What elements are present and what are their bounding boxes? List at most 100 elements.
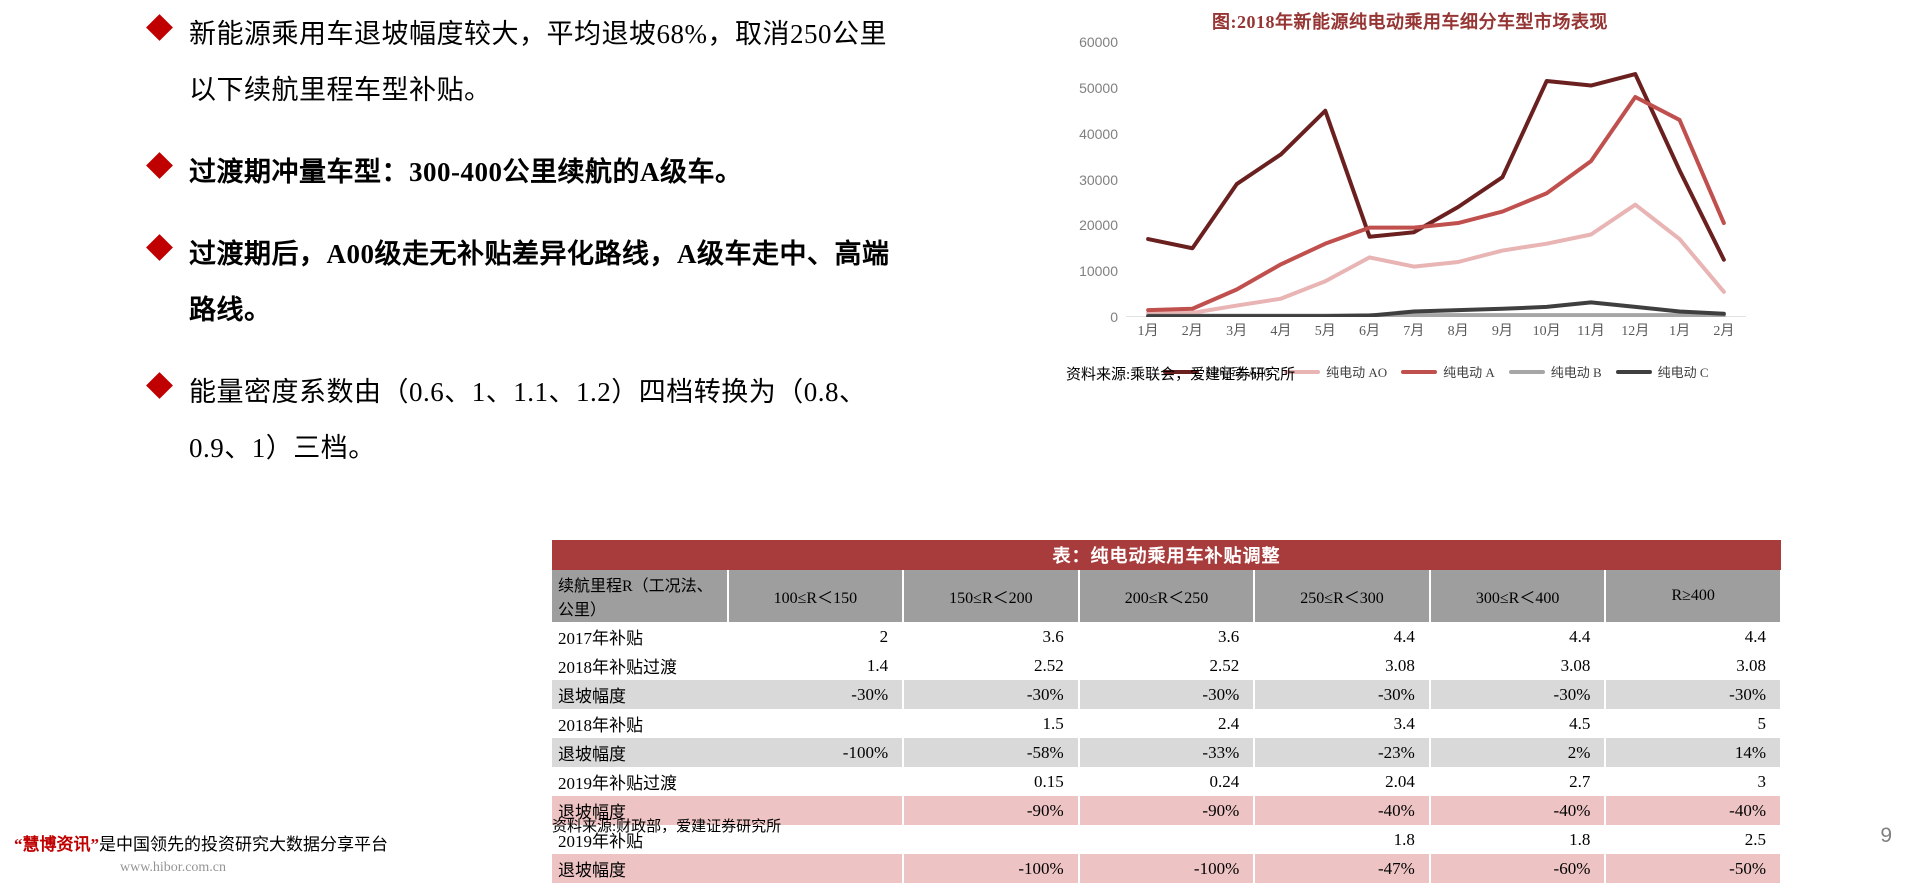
diamond-bullet-icon bbox=[146, 234, 173, 261]
legend-label: 纯电动 B bbox=[1550, 365, 1602, 380]
diamond-bullet-icon bbox=[146, 14, 173, 41]
table-cell bbox=[727, 825, 905, 854]
bullet-list: 新能源乘用车退坡幅度较大，平均退坡68%，取消250公里以下续航里程车型补贴。 … bbox=[146, 6, 890, 502]
list-item: 新能源乘用车退坡幅度较大，平均退坡68%，取消250公里以下续航里程车型补贴。 bbox=[146, 6, 890, 118]
y-axis-tick: 20000 bbox=[1079, 217, 1118, 234]
table-cell: 3 bbox=[1605, 767, 1782, 796]
table-cell: 2.5 bbox=[1605, 825, 1782, 854]
table-cell: -100% bbox=[903, 854, 1080, 883]
x-axis-tick: 1月 bbox=[1137, 324, 1159, 339]
table-column-header: 150≤R＜200 bbox=[903, 570, 1080, 622]
table-cell: -40% bbox=[1429, 796, 1607, 825]
bullet-text: 能量密度系数由（0.6、1、1.1、1.2）四档转换为（0.8、0.9、1）三档… bbox=[189, 377, 867, 463]
table-cell: -30% bbox=[1429, 680, 1607, 709]
x-axis-tick: 3月 bbox=[1226, 324, 1248, 339]
table-row: 退坡幅度 -30% -30% -30% -30% -30% -30% bbox=[552, 680, 1782, 709]
table-cell bbox=[727, 767, 905, 796]
x-axis-labels: 1月 2月 3月 4月 5月 6月 7月 8月 9月 10月 11月 12月 1月 2月 bbox=[1126, 320, 1746, 340]
legend-label: 纯电动 A00 bbox=[1205, 365, 1271, 380]
bullet-text: 新能源乘用车退坡幅度较大，平均退坡68%，取消250公里以下续航里程车型补贴。 bbox=[189, 19, 887, 105]
chart-series-line bbox=[1146, 72, 1726, 262]
x-axis-tick: 7月 bbox=[1403, 324, 1425, 339]
legend-item[interactable]: 纯电动 B bbox=[1508, 362, 1602, 381]
chart-lines bbox=[1126, 72, 1746, 317]
table-cell: 3.6 bbox=[1078, 622, 1256, 651]
table-cell: 1.4 bbox=[727, 651, 905, 680]
table-cell: 2.52 bbox=[1078, 651, 1256, 680]
table-cell: 4.4 bbox=[1254, 622, 1431, 651]
table-cell: 2.52 bbox=[903, 651, 1080, 680]
y-axis-tick: 60000 bbox=[1079, 34, 1118, 50]
legend-label: 纯电动 AO bbox=[1326, 365, 1388, 380]
legend-item[interactable]: 纯电动 A bbox=[1401, 362, 1495, 381]
table-cell: -30% bbox=[903, 680, 1080, 709]
chart-source-note: 资料来源:乘联会，爱建证券研究所 bbox=[1066, 367, 1296, 383]
table-cell: 2.7 bbox=[1429, 767, 1607, 796]
table-cell: -58% bbox=[903, 738, 1080, 767]
table-row-label: 2018年补贴 bbox=[552, 709, 728, 738]
x-axis-tick: 6月 bbox=[1358, 324, 1380, 339]
chart-panel: 图:2018年新能源纯电动乘用车细分车型市场表现 0 10000 20000 3000… bbox=[1060, 8, 1760, 518]
diamond-bullet-icon bbox=[146, 152, 173, 179]
x-axis-tick: 11月 bbox=[1577, 324, 1605, 339]
table-column-header: 200≤R＜250 bbox=[1078, 570, 1256, 622]
x-axis-tick: 8月 bbox=[1447, 324, 1469, 339]
footer-website: www.hibor.com.cn bbox=[120, 860, 227, 875]
footer-brand-name: “慧博资讯” bbox=[14, 835, 99, 854]
table-header-rowlabel: 续航里程R（工况法、公里） bbox=[552, 570, 729, 622]
table-row: 退坡幅度 -100% -58% -33% -23% 2% 14% bbox=[552, 738, 1782, 767]
x-axis-tick: 5月 bbox=[1314, 324, 1336, 339]
table-row: 2017年补贴 2 3.6 3.6 4.4 4.4 4.4 bbox=[552, 622, 1782, 651]
x-axis-tick: 10月 bbox=[1532, 324, 1561, 339]
subsidy-table: 表：纯电动乘用车补贴调整 续航里程R（工况法、公里） 100≤R＜150 150≤R… bbox=[552, 540, 1782, 883]
table-cell: -100% bbox=[727, 738, 905, 767]
x-axis-tick: 9月 bbox=[1491, 324, 1513, 339]
table-row-label: 2017年补贴 bbox=[552, 622, 728, 651]
table-cell: 1.5 bbox=[903, 709, 1080, 738]
table-cell: 0.15 bbox=[903, 767, 1080, 796]
list-item: 过渡期后，A00级走无补贴差异化路线，A级车走中、高端路线。 bbox=[146, 226, 890, 338]
table-cell: -23% bbox=[1254, 738, 1431, 767]
table-cell: -30% bbox=[1605, 680, 1782, 709]
chart-title: 图:2018年新能源纯电动乘用车细分车型市场表现 bbox=[1212, 12, 1608, 32]
legend-swatch bbox=[1615, 369, 1652, 374]
table-cell: -90% bbox=[1078, 796, 1256, 825]
table-source-note: 资料来源:财政部，爱建证券研究所 bbox=[552, 819, 782, 835]
table-cell bbox=[1078, 825, 1256, 854]
page-number: 9 bbox=[1880, 824, 1892, 847]
table-cell: -30% bbox=[1078, 680, 1256, 709]
diamond-bullet-icon bbox=[146, 372, 173, 399]
table-cell: 3.08 bbox=[1429, 651, 1607, 680]
table-cell: 3.6 bbox=[903, 622, 1080, 651]
y-axis-labels: 0 10000 20000 30000 40000 50000 60000 bbox=[1060, 34, 1122, 325]
x-axis-tick: 4月 bbox=[1270, 324, 1292, 339]
list-item: 过渡期冲量车型：300-400公里续航的A级车。 bbox=[146, 144, 890, 200]
chart-plot-area: 0 10000 20000 30000 40000 50000 60000 1月 2月 3月 4月… bbox=[1060, 34, 1750, 380]
table-row: 2018年补贴过渡 1.4 2.52 2.52 3.08 3.08 3.08 bbox=[552, 651, 1782, 680]
table-row-label: 2019年补贴 bbox=[552, 825, 728, 854]
table-row-label: 退坡幅度 bbox=[552, 738, 728, 767]
table-column-header: 250≤R＜300 bbox=[1254, 570, 1431, 622]
table-cell bbox=[903, 825, 1080, 854]
table-title: 表：纯电动乘用车补贴调整 bbox=[552, 540, 1781, 570]
legend-swatch bbox=[1508, 369, 1545, 374]
legend-swatch bbox=[1284, 369, 1321, 374]
legend-swatch bbox=[1401, 369, 1438, 374]
legend-item[interactable]: 纯电动 C bbox=[1615, 362, 1709, 381]
legend-label: 纯电动 C bbox=[1657, 365, 1709, 380]
x-axis-tick: 2月 bbox=[1713, 324, 1735, 339]
table-cell: -30% bbox=[727, 680, 905, 709]
table-cell: 2.4 bbox=[1078, 709, 1256, 738]
legend-label: 纯电动 A bbox=[1443, 365, 1495, 380]
table-row-label: 2018年补贴过渡 bbox=[552, 651, 728, 680]
legend-item[interactable]: 纯电动 A00 bbox=[1163, 362, 1270, 381]
table-header-row: 续航里程R（工况法、公里） 100≤R＜150 150≤R＜200 200≤R＜250… bbox=[552, 570, 1782, 622]
legend-swatch bbox=[1163, 369, 1200, 374]
table-cell: -100% bbox=[1078, 854, 1256, 883]
table-cell: -47% bbox=[1254, 854, 1431, 883]
x-axis-tick: 1月 bbox=[1669, 324, 1691, 339]
legend-item[interactable]: 纯电动 AO bbox=[1284, 362, 1387, 381]
table-cell bbox=[727, 854, 905, 883]
table-cell: -33% bbox=[1078, 738, 1256, 767]
table-cell: 1.8 bbox=[1429, 825, 1607, 854]
